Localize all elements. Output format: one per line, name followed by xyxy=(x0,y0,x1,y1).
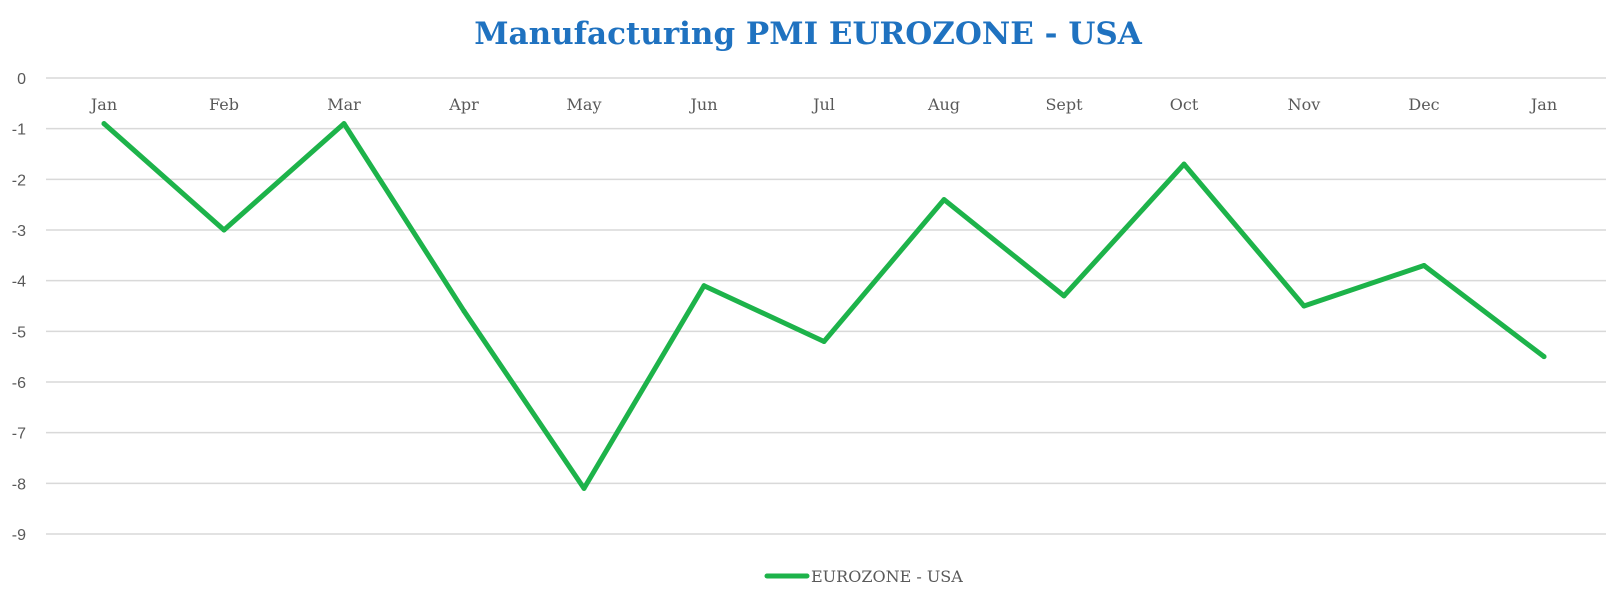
x-tick-label: Sept xyxy=(1045,95,1083,114)
data-point xyxy=(1061,293,1067,299)
y-axis-ticks: 0 -1 -2 -3 -4 -5 -6 -7 -8 -9 xyxy=(12,71,26,544)
data-point xyxy=(461,308,467,314)
data-point xyxy=(1301,303,1307,309)
data-point xyxy=(1541,354,1547,360)
data-point xyxy=(101,121,107,127)
data-point xyxy=(341,121,347,127)
y-tick-label: 0 xyxy=(17,71,26,88)
chart-title: Manufacturing PMI EUROZONE - USA xyxy=(474,16,1143,52)
x-tick-label: Jun xyxy=(688,95,717,114)
y-tick-label: -8 xyxy=(12,476,26,493)
data-point xyxy=(221,227,227,233)
x-tick-label: Nov xyxy=(1288,95,1321,114)
x-axis-ticks: Jan Feb Mar Apr May Jun Jul Aug Sept Oct Nov Dec Jan xyxy=(89,95,1557,114)
series-line-eurozone-usa xyxy=(101,121,1547,491)
x-tick-label: Mar xyxy=(327,95,361,114)
x-tick-label: Aug xyxy=(927,95,960,114)
x-tick-label: Jan xyxy=(89,95,117,114)
x-tick-label: May xyxy=(567,95,602,114)
data-point xyxy=(581,485,587,491)
x-tick-label: Dec xyxy=(1408,95,1439,114)
data-point xyxy=(941,197,947,203)
series-lines xyxy=(101,121,1547,491)
data-point xyxy=(1181,161,1187,167)
x-tick-label: Feb xyxy=(209,95,239,114)
x-tick-label: Jul xyxy=(811,95,835,114)
data-point xyxy=(821,338,827,344)
y-tick-label: -4 xyxy=(12,274,26,291)
x-tick-label: Jan xyxy=(1529,95,1557,114)
x-tick-label: Apr xyxy=(448,95,479,114)
data-point xyxy=(1421,262,1427,268)
y-tick-label: -9 xyxy=(12,527,26,544)
y-tick-label: -7 xyxy=(12,426,26,443)
y-tick-label: -2 xyxy=(12,172,26,189)
legend-label-eurozone-usa: EUROZONE - USA xyxy=(811,567,963,586)
y-tick-label: -1 xyxy=(12,122,26,139)
y-tick-label: -3 xyxy=(12,223,26,240)
data-point xyxy=(701,283,707,289)
x-tick-label: Oct xyxy=(1170,95,1199,114)
y-tick-label: -6 xyxy=(12,375,26,392)
gridlines xyxy=(46,77,1606,535)
legend: EUROZONE - USA xyxy=(764,567,963,586)
y-tick-label: -5 xyxy=(12,324,26,341)
